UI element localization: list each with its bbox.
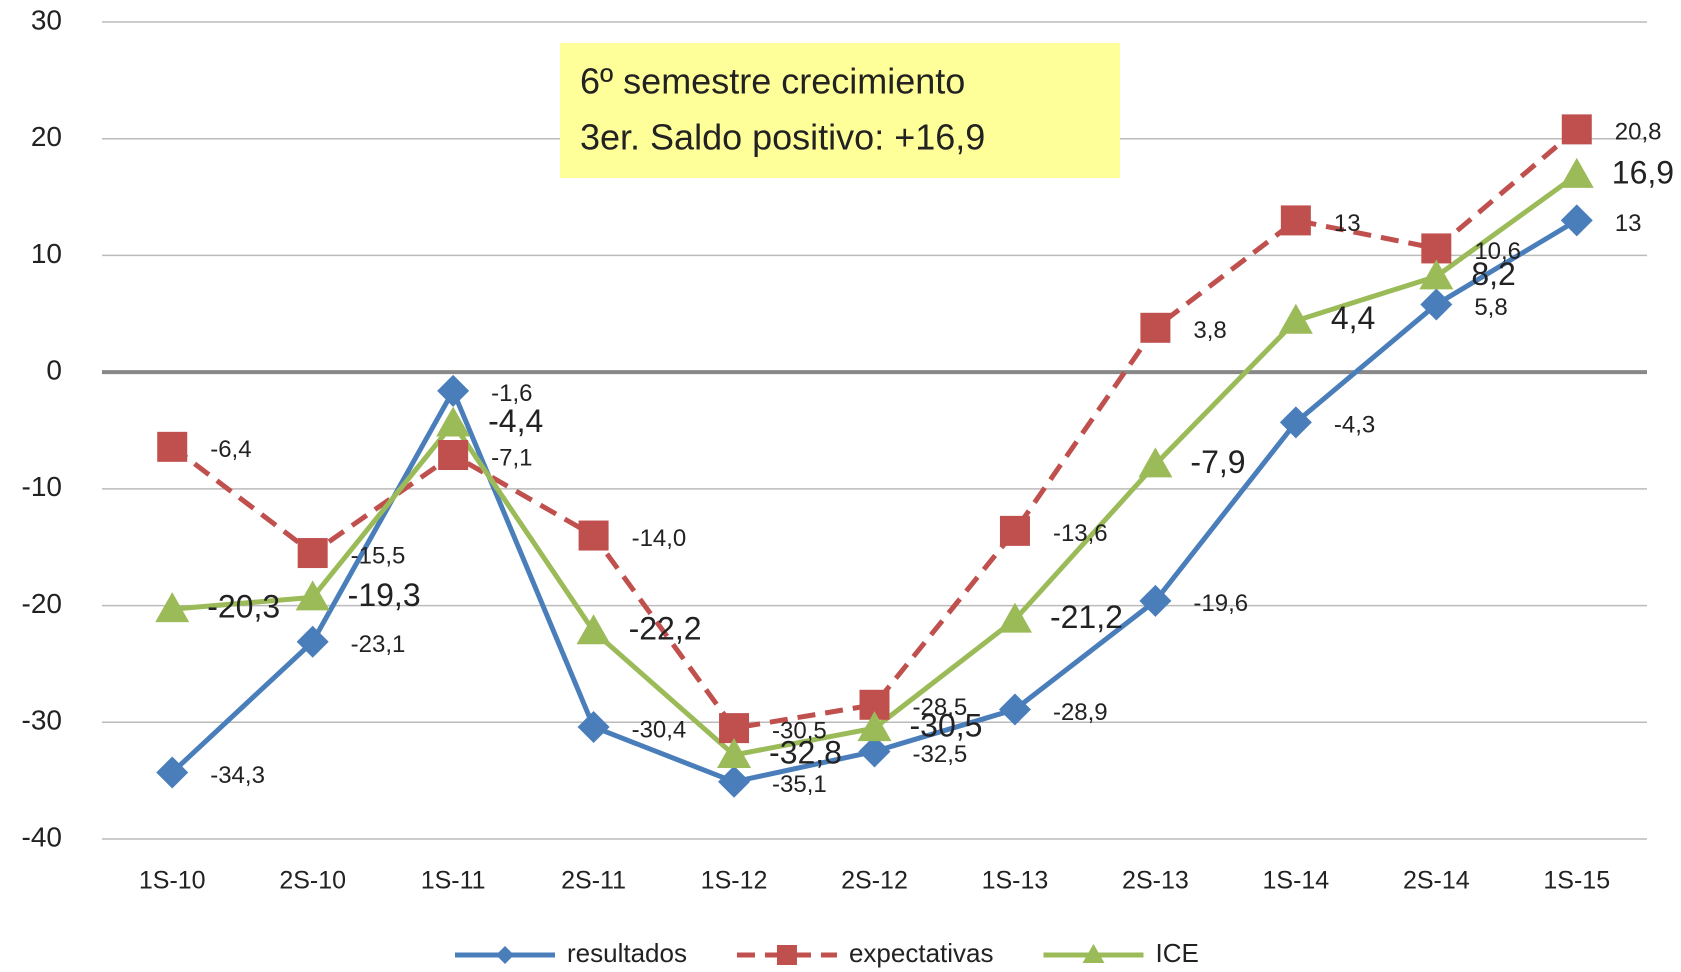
data-label: 8,2: [1471, 256, 1515, 292]
marker: [997, 602, 1032, 633]
marker: [1421, 233, 1452, 264]
marker: [437, 374, 470, 407]
y-tick-label: 0: [46, 355, 62, 386]
series-line: [170, 127, 1579, 731]
marker: [858, 735, 891, 768]
data-label: 16,9: [1612, 154, 1674, 190]
marker: [1138, 447, 1173, 478]
legend-label: expectativas: [849, 938, 994, 968]
marker: [1560, 204, 1593, 237]
data-label: -7,9: [1190, 444, 1245, 480]
annotation-box: [560, 43, 1120, 178]
data-label: -23,1: [351, 631, 406, 658]
marker: [1278, 303, 1313, 334]
data-label: -28,9: [1053, 699, 1108, 726]
data-label: -19,6: [1193, 590, 1248, 617]
annotation: 3er. Saldo positivo: +16,9: [580, 117, 985, 158]
marker: [718, 765, 751, 798]
y-tick-label: 10: [31, 238, 62, 269]
x-tick-label: 2S-13: [1122, 867, 1189, 895]
data-label: 13: [1615, 210, 1642, 237]
x-tick-label: 1S-11: [421, 867, 486, 895]
data-label: -32,8: [769, 734, 842, 770]
y-tick-label: -40: [22, 821, 62, 852]
legend-marker: [496, 946, 514, 964]
data-label: -35,1: [772, 771, 827, 798]
marker: [1140, 312, 1171, 343]
data-label: 13: [1334, 210, 1361, 237]
y-tick-label: 30: [31, 4, 62, 35]
y-tick-label: -10: [22, 471, 62, 502]
y-tick-label: -20: [22, 588, 62, 619]
data-label: -7,1: [491, 444, 532, 471]
data-label: 5,8: [1474, 294, 1507, 321]
marker: [578, 520, 609, 551]
legend-label: ICE: [1156, 938, 1199, 968]
data-label: -1,6: [491, 380, 532, 407]
marker: [156, 756, 189, 789]
x-tick-label: 1S-15: [1543, 867, 1610, 895]
y-tick-label: 20: [31, 121, 62, 152]
data-label: -30,5: [910, 708, 983, 744]
x-tick-label: 2S-10: [279, 867, 346, 895]
marker: [297, 538, 328, 569]
marker: [999, 515, 1030, 546]
marker: [577, 710, 610, 743]
marker: [296, 625, 329, 658]
data-label: -15,5: [351, 542, 406, 569]
marker: [295, 580, 330, 611]
marker: [1559, 157, 1594, 188]
x-tick-label: 1S-13: [982, 867, 1049, 895]
data-label: -30,4: [632, 716, 687, 743]
data-label: 4,4: [1331, 300, 1375, 336]
data-label: -19,3: [348, 577, 421, 613]
data-label: -22,2: [629, 611, 702, 647]
marker: [1419, 259, 1454, 290]
data-label: 3,8: [1193, 317, 1226, 344]
data-label: -20,3: [207, 589, 280, 625]
x-tick-label: 1S-10: [139, 867, 206, 895]
data-label: 10,6: [1474, 238, 1521, 265]
data-label: -32,5: [913, 741, 968, 768]
legend-label: resultados: [567, 938, 687, 968]
marker: [1279, 406, 1312, 439]
marker: [157, 431, 188, 462]
x-tick-label: 2S-14: [1403, 867, 1470, 895]
data-label: -28,5: [913, 694, 968, 721]
marker: [998, 693, 1031, 726]
marker: [438, 440, 469, 471]
marker: [155, 592, 190, 623]
legend-marker: [776, 945, 797, 965]
data-label: -6,4: [210, 436, 251, 463]
marker: [717, 737, 752, 768]
data-label: -13,6: [1053, 520, 1108, 547]
marker: [1139, 584, 1172, 617]
x-tick-label: 1S-12: [701, 867, 768, 895]
data-label: -21,2: [1050, 599, 1123, 635]
data-label: -4,3: [1334, 412, 1375, 439]
marker: [857, 711, 892, 742]
legend-marker: [1082, 944, 1105, 963]
data-label: -30,5: [772, 717, 827, 744]
series-line: [172, 172, 1579, 758]
data-label: 20,8: [1615, 119, 1662, 146]
marker: [1280, 205, 1311, 236]
marker: [1561, 114, 1592, 145]
y-tick-label: -30: [22, 705, 62, 736]
marker: [576, 614, 611, 645]
x-tick-label: 1S-14: [1263, 867, 1330, 895]
data-label: -14,0: [632, 525, 687, 552]
marker: [1420, 288, 1453, 321]
x-tick-label: 2S-12: [841, 867, 908, 895]
annotation: 6º semestre crecimiento: [580, 61, 965, 102]
data-label: -4,4: [488, 403, 543, 439]
x-tick-label: 2S-11: [561, 867, 626, 895]
marker: [436, 406, 471, 437]
data-label: -34,3: [210, 762, 265, 789]
